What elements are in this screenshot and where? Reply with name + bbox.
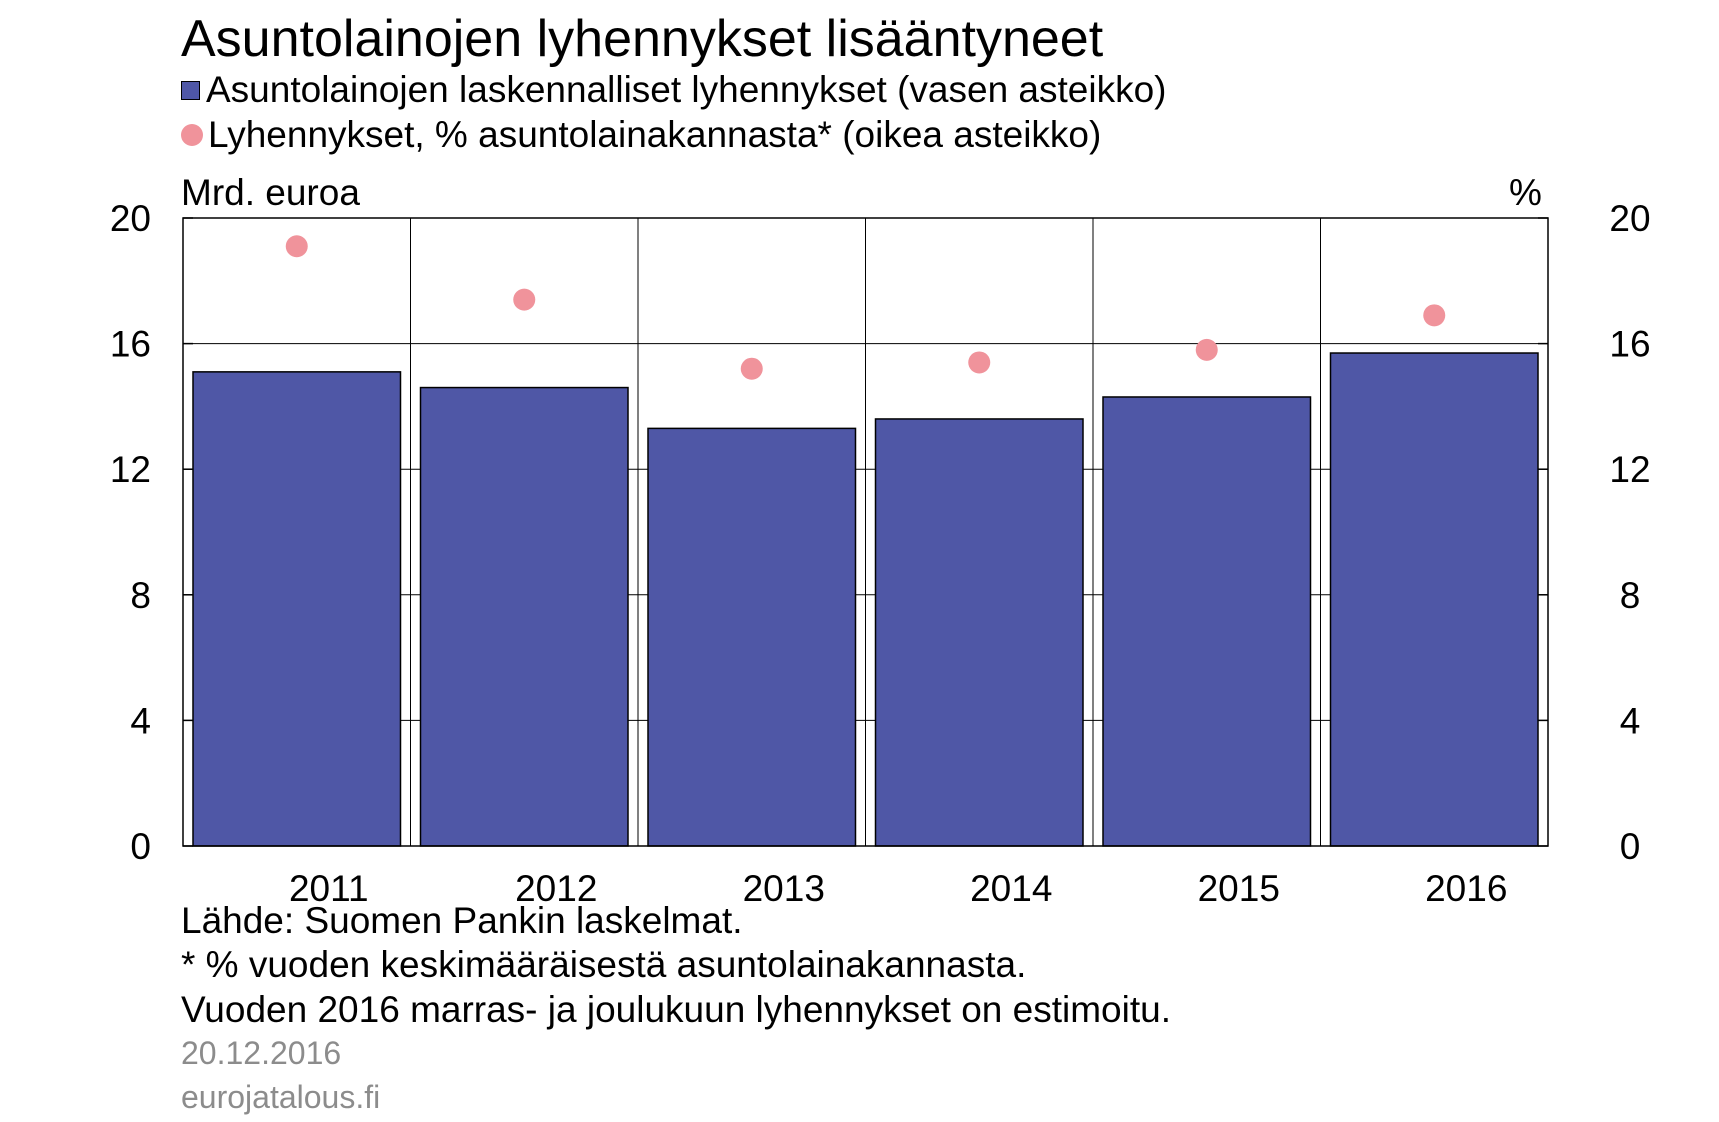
y-tick-label-right: 12 bbox=[1609, 449, 1650, 490]
bar-2016 bbox=[1329, 352, 1539, 847]
dot-2013 bbox=[740, 357, 763, 380]
legend-item-bars: Asuntolainojen laskennalliset lyhennykse… bbox=[181, 68, 1166, 112]
bar-2012 bbox=[419, 386, 629, 847]
dot-2011 bbox=[285, 235, 308, 258]
legend-swatch-dot bbox=[181, 124, 203, 146]
right-axis-unit: % bbox=[1509, 172, 1542, 213]
x-tick-label-2014: 2014 bbox=[970, 868, 1052, 909]
y-tick-label-left: 12 bbox=[110, 449, 151, 490]
bar-2014 bbox=[874, 418, 1084, 847]
x-tick-label-2011: 2011 bbox=[289, 868, 369, 909]
grid-layer bbox=[183, 218, 1548, 846]
plot-frame bbox=[182, 217, 1549, 847]
x-tick-label-2012: 2012 bbox=[515, 868, 597, 909]
x-tick-label-2016: 2016 bbox=[1425, 868, 1507, 909]
bar-2011 bbox=[192, 371, 402, 847]
dot-2016 bbox=[1423, 304, 1446, 327]
estimate-note: Vuoden 2016 marras- ja joulukuun lyhenny… bbox=[181, 989, 1171, 1030]
site-name: eurojatalous.fi bbox=[181, 1079, 381, 1115]
y-tick-label-left: 8 bbox=[130, 575, 151, 616]
legend-label-bars: Asuntolainojen laskennalliset lyhennykse… bbox=[206, 69, 1167, 110]
y-tick-label-left: 16 bbox=[110, 324, 151, 365]
tick-layer: 0 0 4 4 8 8 12 12 16 16 20 20 2011 2012 2013 2014 2015 20… bbox=[110, 198, 1651, 909]
dot-2014 bbox=[968, 351, 991, 374]
source-note: Lähde: Suomen Pankin laskelmat. bbox=[181, 900, 743, 941]
legend-label-dots: Lyhennykset, % asuntolainakannasta* (oik… bbox=[208, 114, 1102, 155]
left-axis-unit: Mrd. euroa bbox=[181, 172, 360, 213]
legend-item-dots: Lyhennykset, % asuntolainakannasta* (oik… bbox=[181, 113, 1101, 157]
y-tick-label-left: 20 bbox=[110, 198, 151, 239]
bar-2013 bbox=[647, 427, 857, 847]
bar-2015 bbox=[1102, 396, 1312, 847]
footnote: * % vuoden keskimääräisestä asuntolainak… bbox=[181, 944, 1027, 985]
chart-title: Asuntolainojen lyhennykset lisääntyneet bbox=[181, 10, 1104, 68]
bar-layer bbox=[192, 352, 1539, 847]
dot-2012 bbox=[513, 288, 536, 311]
legend-swatch-bar bbox=[181, 80, 200, 100]
y-tick-label-left: 4 bbox=[130, 700, 151, 741]
x-tick-label-2013: 2013 bbox=[743, 868, 825, 909]
y-tick-label-right: 16 bbox=[1609, 324, 1650, 365]
y-tick-label-right: 4 bbox=[1620, 700, 1641, 741]
y-tick-label-right: 20 bbox=[1609, 198, 1650, 239]
y-tick-label-right: 8 bbox=[1620, 575, 1641, 616]
x-tick-label-2015: 2015 bbox=[1198, 868, 1280, 909]
publish-date: 20.12.2016 bbox=[181, 1035, 342, 1071]
y-tick-label-left: 0 bbox=[130, 826, 151, 867]
dot-2015 bbox=[1195, 338, 1218, 361]
y-tick-label-right: 0 bbox=[1620, 826, 1641, 867]
dot-layer bbox=[285, 235, 1446, 380]
